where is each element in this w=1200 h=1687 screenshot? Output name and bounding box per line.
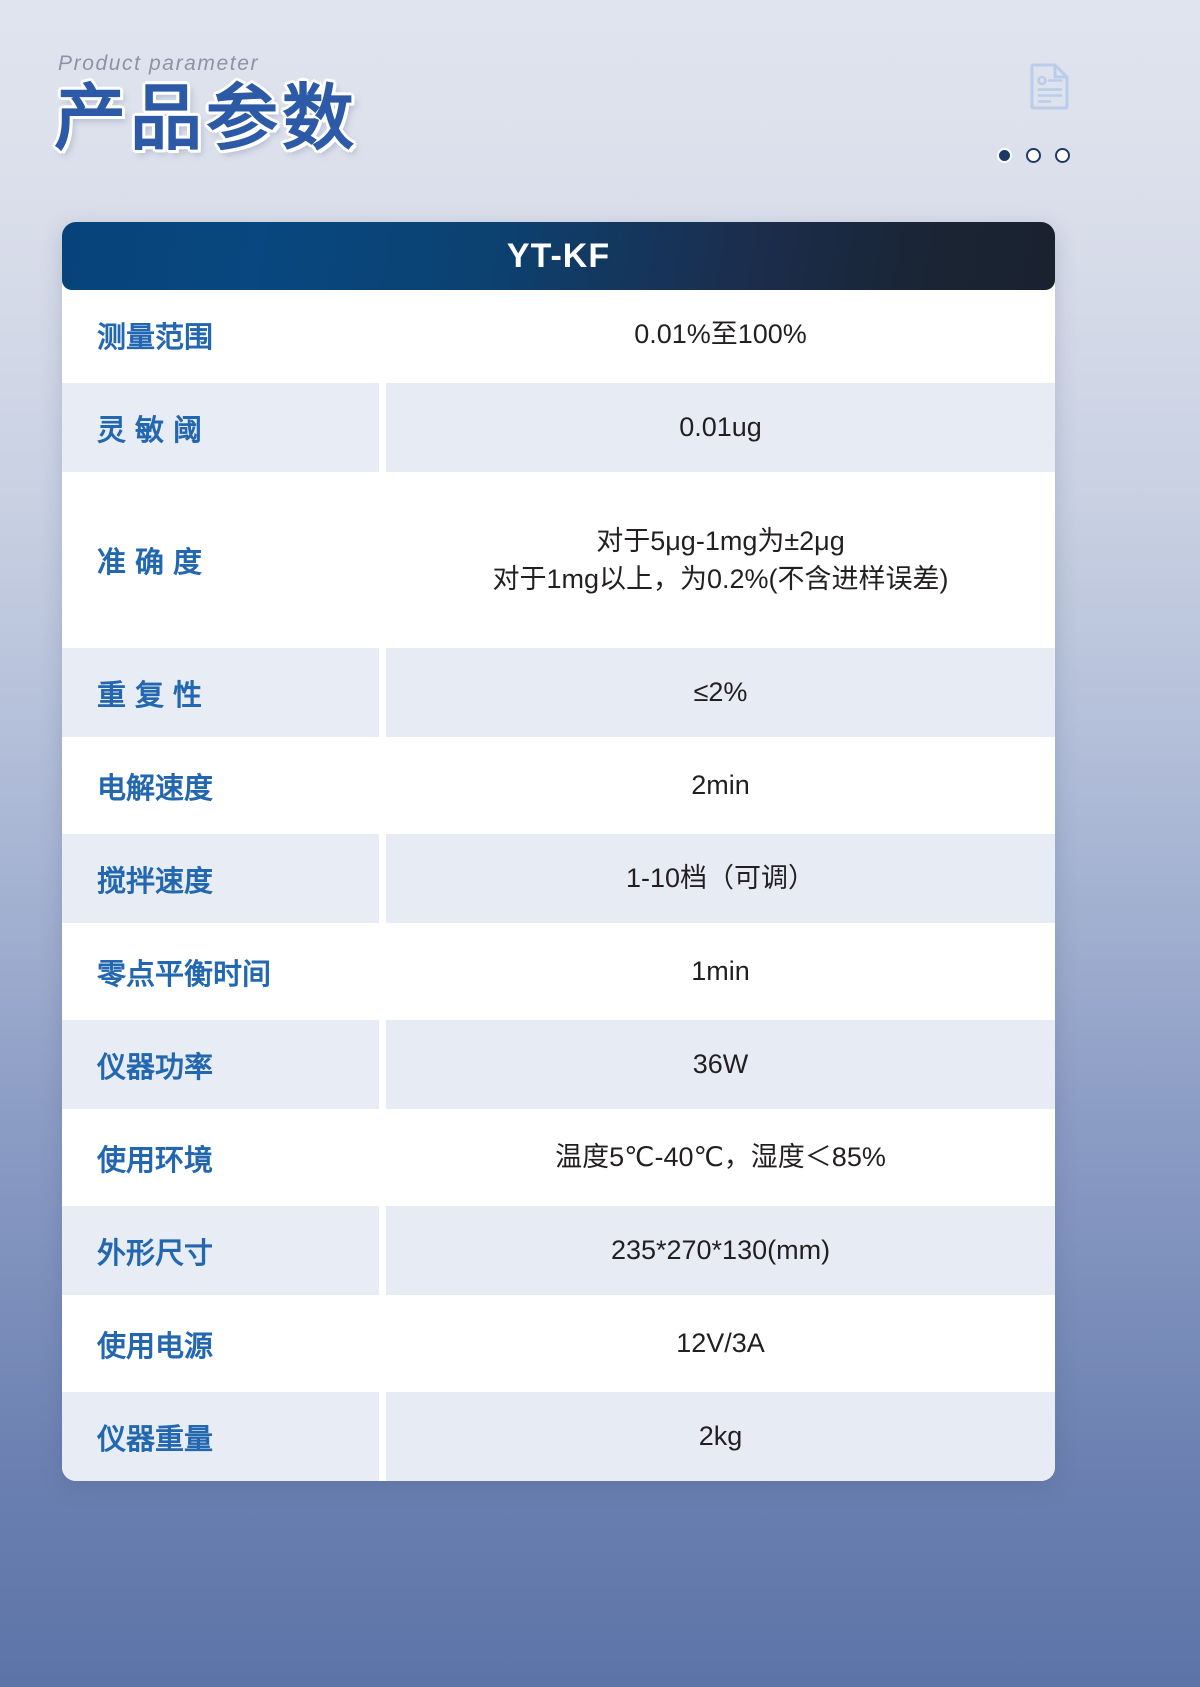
eyebrow-text: Product parameter — [58, 52, 260, 75]
spec-label: 电解速度 — [62, 741, 379, 830]
spec-card: YT-KF 测量范围 0.01%至100% 灵敏阈 0.01ug 准确度 对于5μg-1m… — [62, 222, 1055, 1481]
spec-label-text: 电解速度 — [97, 772, 214, 805]
row-separator — [62, 1109, 1055, 1113]
pagination-dot-3[interactable] — [1055, 148, 1070, 163]
column-divider — [379, 834, 386, 923]
row-separator — [62, 923, 1055, 927]
spec-value: 12V/3A — [386, 1299, 1055, 1388]
column-divider — [379, 927, 386, 1016]
spec-label: 外形尺寸 — [62, 1206, 379, 1295]
column-divider — [379, 1299, 386, 1388]
table-row: 灵敏阈 0.01ug — [62, 383, 1055, 472]
column-divider — [379, 741, 386, 830]
page-title: 产品参数 — [54, 79, 359, 159]
spec-label-text: 零点平衡时间 — [97, 958, 272, 991]
row-separator — [62, 1295, 1055, 1299]
row-separator — [62, 472, 1055, 476]
spec-value: 2min — [386, 741, 1055, 830]
spec-value: 1-10档（可调） — [386, 834, 1055, 923]
spec-value: 36W — [386, 1020, 1055, 1109]
spec-label: 灵敏阈 — [62, 383, 379, 472]
spec-label: 零点平衡时间 — [62, 927, 379, 1016]
model-title-bar: YT-KF — [62, 222, 1055, 290]
table-row: 搅拌速度 1-10档（可调） — [62, 834, 1055, 923]
column-divider — [379, 1392, 386, 1481]
table-row: 仪器重量 2kg — [62, 1392, 1055, 1481]
spec-value: 235*270*130(mm) — [386, 1206, 1055, 1295]
row-separator — [62, 737, 1055, 741]
row-separator — [62, 379, 1055, 383]
table-row: 测量范围 0.01%至100% — [62, 290, 1055, 379]
pagination-dots[interactable] — [997, 148, 1070, 163]
column-divider — [379, 383, 386, 472]
spec-label: 使用电源 — [62, 1299, 379, 1388]
pagination-dot-1[interactable] — [997, 148, 1012, 163]
spec-table: 测量范围 0.01%至100% 灵敏阈 0.01ug 准确度 对于5μg-1mg为±2μg… — [62, 290, 1055, 1481]
spec-value: 温度5℃-40℃，湿度＜85% — [386, 1113, 1055, 1202]
spec-label-text: 测量范围 — [97, 321, 214, 354]
column-divider — [379, 1020, 386, 1109]
spec-label: 仪器重量 — [62, 1392, 379, 1481]
pagination-dot-2[interactable] — [1026, 148, 1041, 163]
page-header: Product parameter 产品参数 — [0, 0, 1200, 205]
spec-label: 准确度 — [62, 476, 379, 644]
spec-label-text: 使用电源 — [97, 1330, 214, 1363]
column-divider — [379, 290, 386, 379]
spec-label-text: 重复性 — [97, 679, 212, 712]
column-divider — [379, 1206, 386, 1295]
table-row: 重复性 ≤2% — [62, 648, 1055, 737]
column-divider — [379, 1113, 386, 1202]
spec-label: 测量范围 — [62, 290, 379, 379]
spec-value: 0.01%至100% — [386, 290, 1055, 379]
spec-value: 0.01ug — [386, 383, 1055, 472]
document-icon — [1030, 62, 1070, 110]
row-separator — [62, 830, 1055, 834]
spec-label-text: 搅拌速度 — [97, 865, 214, 898]
spec-label: 重复性 — [62, 648, 379, 737]
spec-value: 1min — [386, 927, 1055, 1016]
spec-value: 对于5μg-1mg为±2μg 对于1mg以上，为0.2%(不含进样误差) — [386, 476, 1055, 644]
row-separator — [62, 1016, 1055, 1020]
table-row: 零点平衡时间 1min — [62, 927, 1055, 1016]
spec-label: 搅拌速度 — [62, 834, 379, 923]
spec-value: ≤2% — [386, 648, 1055, 737]
spec-label: 仪器功率 — [62, 1020, 379, 1109]
row-separator — [62, 644, 1055, 648]
table-row: 电解速度 2min — [62, 741, 1055, 830]
spec-label: 使用环境 — [62, 1113, 379, 1202]
spec-label-text: 准确度 — [97, 547, 212, 579]
model-title: YT-KF — [506, 236, 611, 275]
table-row: 外形尺寸 235*270*130(mm) — [62, 1206, 1055, 1295]
table-row: 使用电源 12V/3A — [62, 1299, 1055, 1388]
table-row: 准确度 对于5μg-1mg为±2μg 对于1mg以上，为0.2%(不含进样误差) — [62, 476, 1055, 644]
spec-label-text: 灵敏阈 — [97, 414, 212, 447]
spec-label-text: 仪器功率 — [97, 1051, 214, 1084]
spec-label-text: 使用环境 — [97, 1144, 214, 1177]
column-divider — [379, 476, 386, 644]
table-row: 使用环境 温度5℃-40℃，湿度＜85% — [62, 1113, 1055, 1202]
spec-label-text: 仪器重量 — [97, 1423, 214, 1456]
spec-label-text: 外形尺寸 — [97, 1237, 214, 1270]
table-row: 仪器功率 36W — [62, 1020, 1055, 1109]
column-divider — [379, 648, 386, 737]
spec-value: 2kg — [386, 1392, 1055, 1481]
row-separator — [62, 1202, 1055, 1206]
row-separator — [62, 1388, 1055, 1392]
